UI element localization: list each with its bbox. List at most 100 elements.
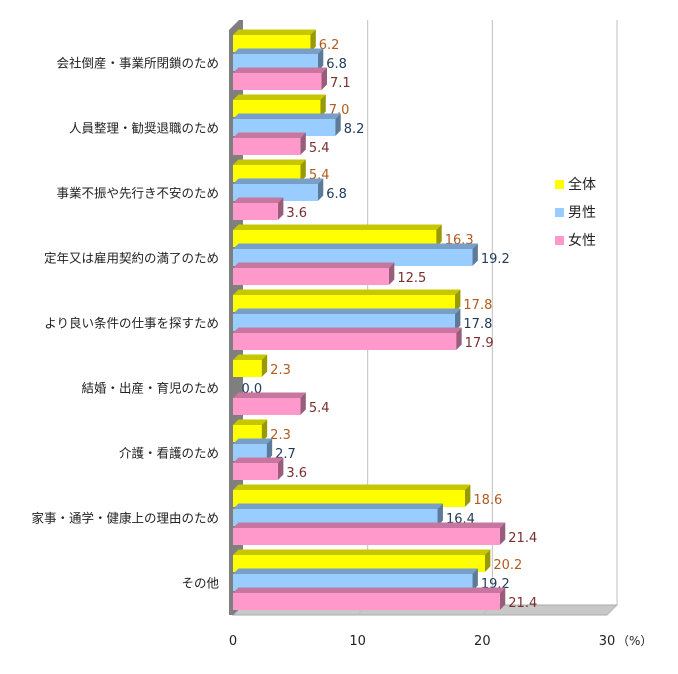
bar-top-face (233, 48, 324, 54)
bar-side-face (300, 132, 306, 155)
bar-front-face (233, 360, 262, 377)
bar-front-face (233, 398, 301, 415)
bar-top-face (233, 224, 442, 230)
bar (233, 419, 268, 442)
x-tick-label: 10 (349, 634, 366, 649)
category-label: 会社倒産・事業所閉鎖のため (56, 56, 219, 71)
category-label: 家事・通学・健康上の理由のため (31, 511, 219, 526)
bar-top-face (233, 327, 462, 333)
bar-top-face (233, 457, 284, 463)
legend-item-female: 女性 (555, 226, 596, 254)
bar (233, 503, 443, 526)
bar-front-face (233, 54, 318, 71)
data-label: 2.3 (270, 428, 291, 443)
bar-side-face (454, 308, 461, 331)
bar-top-face (233, 67, 328, 73)
bar-front-face (233, 230, 437, 247)
bar-front-face (233, 73, 322, 90)
bar (233, 289, 461, 312)
bar-side-face (300, 392, 306, 415)
bar-front-face (233, 184, 318, 201)
bar-top-face (233, 262, 395, 268)
bar (233, 308, 461, 331)
bar-side-face (454, 289, 461, 312)
bar (233, 29, 316, 52)
bar-side-face (261, 354, 268, 377)
bar-front-face (233, 35, 311, 52)
bar-top-face (233, 587, 506, 593)
bar (233, 197, 284, 220)
category-label: 事業不振や先行き不安のため (56, 186, 219, 201)
bar (233, 327, 462, 350)
data-label: 12.5 (397, 271, 426, 286)
legend-label-male: 男性 (568, 205, 596, 221)
bar-side-face (321, 67, 328, 90)
bar-front-face (233, 295, 455, 312)
bar (233, 132, 306, 155)
bar-top-face (233, 159, 306, 165)
bar-side-face (300, 159, 306, 182)
bar-top-face (233, 178, 324, 184)
bar-front-face (233, 268, 389, 285)
bar-top-face (233, 484, 471, 490)
data-label: 20.2 (493, 558, 522, 573)
bar-top-face (233, 438, 273, 444)
data-label: 17.8 (463, 298, 492, 313)
data-label: 5.4 (309, 141, 330, 156)
bar (233, 549, 491, 572)
category-label: その他 (181, 576, 219, 591)
bar-side-face (499, 522, 506, 545)
data-label: 8.2 (344, 122, 365, 137)
bar-side-face (388, 262, 395, 285)
bar-side-face (484, 549, 491, 572)
x-tick-label: 20 (474, 634, 491, 649)
legend-item-total: 全体 (555, 170, 596, 198)
bar (233, 438, 273, 461)
bar-front-face (233, 314, 455, 331)
bar-side-face (464, 484, 471, 507)
data-label: 6.8 (326, 57, 347, 72)
bar (233, 587, 506, 610)
bar-top-face (233, 94, 326, 100)
bar (233, 354, 268, 377)
bar-front-face (233, 574, 473, 591)
data-label: 21.4 (508, 531, 537, 546)
bar (233, 178, 324, 201)
legend-label-female: 女性 (568, 233, 596, 249)
data-label: 19.2 (481, 252, 510, 267)
bar-side-face (472, 568, 478, 591)
bar-front-face (233, 490, 465, 507)
category-label: より良い条件の仕事を探すため (44, 316, 219, 331)
bar-front-face (233, 203, 278, 220)
bar (233, 243, 478, 266)
bar-front-face (233, 444, 267, 461)
legend-swatch-female (555, 235, 564, 245)
bar-side-face (335, 113, 341, 136)
bar-top-face (233, 522, 506, 528)
bar (233, 484, 471, 507)
data-label: 3.6 (286, 206, 307, 221)
bar-front-face (233, 463, 278, 480)
data-label: 6.8 (326, 187, 347, 202)
bar-top-face (233, 568, 478, 574)
legend: 全体 男性 女性 (555, 170, 596, 254)
bar-front-face (233, 333, 457, 350)
bar (233, 67, 328, 90)
bar-top-face (233, 197, 284, 203)
bar-side-face (317, 48, 324, 71)
data-label: 7.1 (330, 76, 351, 91)
bar-side-face (277, 197, 284, 220)
bar-side-face (317, 178, 324, 201)
data-label: 21.4 (508, 596, 537, 611)
bar-front-face (233, 425, 262, 442)
x-tick-label: 30 (599, 634, 616, 649)
bar-front-face (233, 509, 438, 526)
bar-side-face (456, 327, 462, 350)
x-axis-unit: （%） (617, 634, 652, 648)
bar-side-face (472, 243, 478, 266)
x-tick-label: 0 (229, 634, 237, 649)
bar-top-face (233, 419, 268, 425)
bar-top-face (233, 354, 268, 360)
bar-side-face (437, 503, 443, 526)
